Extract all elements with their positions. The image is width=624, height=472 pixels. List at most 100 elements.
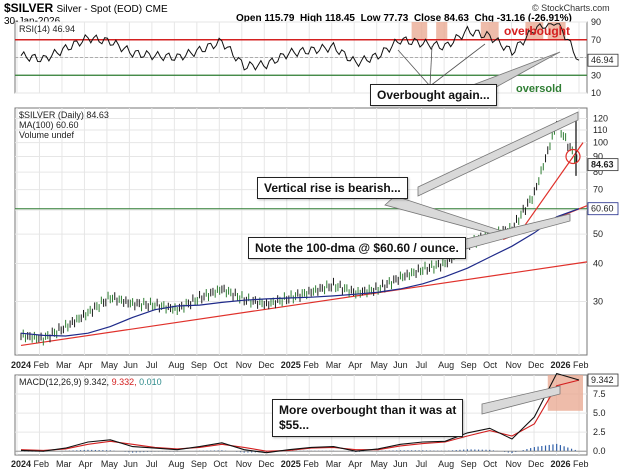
month-label-lower: Apr [78,459,92,469]
price-tick-label: 40 [593,259,603,269]
macd-legend-part: 9.342, [84,377,112,387]
month-label-lower: Jul [146,459,158,469]
month-label-upper: Jul [146,360,158,370]
macd-signal-line [20,379,580,452]
rsi-value-badge-text: 46.94 [591,55,614,65]
month-label-upper: Feb [573,360,589,370]
month-label-upper: Feb [303,360,319,370]
macd-callout-line2: $55... [279,418,310,432]
month-label-lower: 2026 [551,459,571,469]
macd-badge-text: 9.342 [591,375,614,385]
month-label-upper: Dec [528,360,545,370]
open-label: Open [236,13,262,24]
steep-trendline [518,142,584,235]
month-label-lower: Feb [573,459,589,469]
long-term-trendline [20,261,588,347]
month-label-upper: Jul [416,360,428,370]
month-label-lower: Jul [416,459,428,469]
month-label-lower: Aug [168,459,184,469]
macd-legend-part: 9.332, [112,377,140,387]
rsi-tick-label: 90 [591,17,601,27]
watermark: © StockCharts.com [532,3,610,13]
month-label-upper: Jun [393,360,408,370]
month-label-upper: Oct [483,360,498,370]
price-tick-label: 50 [593,229,603,239]
price-tick-label: 30 [593,296,603,306]
macd-legend-part: MACD(12,26,9) [19,377,84,387]
month-label-lower: Sep [461,459,477,469]
vertical-rise-callout: Vertical rise is bearish... [257,177,408,199]
rsi-value-badge [587,53,619,67]
month-label-lower: Mar [56,459,72,469]
month-label-upper: Nov [236,360,253,370]
month-label-lower: 2024 [11,459,31,469]
high-value: 118.45 [324,13,355,24]
rsi-tick-label: 70 [591,35,601,45]
macd-legend: MACD(12,26,9) 9.342, 9.332, 0.010 [19,377,162,387]
symbol: $SILVER [4,1,54,15]
rsi-tick-label: 30 [591,70,601,80]
month-label-lower: May [101,459,119,469]
price-badge-text: 84.63 [591,160,614,170]
month-label-lower: Dec [258,459,275,469]
month-label-upper: May [101,360,119,370]
high-label: High [299,13,323,24]
low-label: Low [360,13,381,24]
chart-header: $SILVER Silver - Spot (EOD) CME [4,1,168,15]
rsi-tick-label: 10 [591,88,601,98]
month-label-upper: 2025 [281,360,301,370]
chg-value: -31.16 (-26.91%) [496,13,572,24]
price-tick-label: 100 [593,138,608,148]
macd-tick-label: 5.0 [593,408,606,418]
month-label-lower: Feb [303,459,319,469]
month-label-lower: May [371,459,389,469]
ohlc-readout: Open 115.79 High 118.45 Low 77.73 Close … [236,13,572,24]
month-label-upper: Sep [191,360,207,370]
month-label-lower: Feb [33,459,49,469]
month-label-upper: 2024 [11,360,31,370]
month-label-lower: Jun [393,459,408,469]
price-badge [587,158,619,172]
month-label-upper: Nov [506,360,523,370]
price-tick-label: 70 [593,185,603,195]
macd-tick-label: 7.5 [593,389,606,399]
volume-legend: Volume undef [19,130,75,140]
highlight-circle [565,148,581,165]
month-label-upper: Jun [123,360,138,370]
month-label-lower: Apr [348,459,362,469]
month-label-lower: Mar [326,459,342,469]
month-label-lower: Aug [438,459,454,469]
month-label-lower: Sep [191,459,207,469]
rsi-callout-pointer [429,45,433,87]
macd-callout-arrow [481,385,561,415]
rsi-line [20,23,580,71]
macd-badge [587,373,619,387]
rsi-legend: RSI(14) 46.94 [19,24,75,34]
rise-callout-arrow [417,111,579,197]
macd-line [20,372,580,454]
ma100-line [20,208,580,337]
dma-callout: Note the 100-dma @ $60.60 / ounce. [248,237,466,259]
month-label-upper: Mar [326,360,342,370]
price-tick-label: 120 [593,114,608,124]
month-label-upper: Aug [438,360,454,370]
month-label-upper: 2026 [551,360,571,370]
rsi-overbought-shade [525,22,544,40]
month-label-lower: Oct [213,459,228,469]
month-label-upper: Mar [56,360,72,370]
month-label-lower: 2025 [281,459,301,469]
month-label-upper: Apr [78,360,92,370]
macd-tick-label: 0.0 [593,446,606,456]
rsi-overbought-shade [411,22,428,40]
month-label-lower: Nov [236,459,253,469]
month-label-upper: Oct [213,360,228,370]
ma-legend: MA(100) 60.60 [19,120,79,130]
month-label-lower: Oct [483,459,498,469]
ma-badge-text: 60.60 [591,204,614,214]
month-label-upper: Feb [33,360,49,370]
month-label-upper: May [371,360,389,370]
chg-label: Chg [474,13,494,24]
macd-legend-part: 0.010 [139,377,162,387]
close-value: 84.63 [443,13,469,24]
